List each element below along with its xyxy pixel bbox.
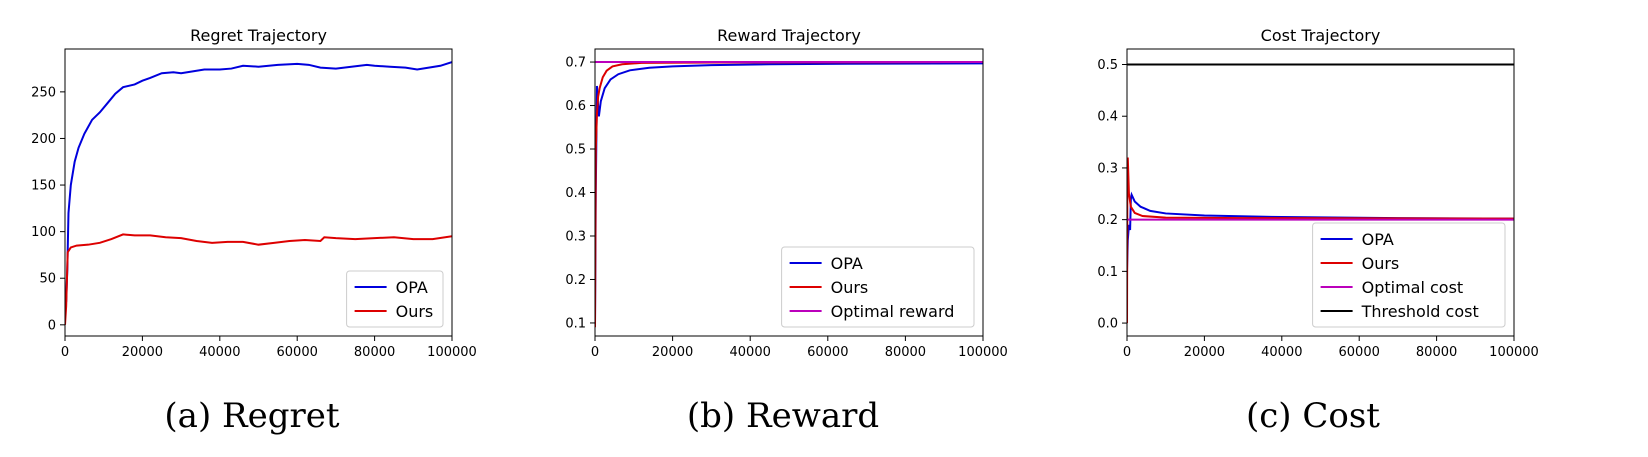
x-tick-label: 80000 <box>354 345 395 360</box>
legend: OPA Ours Optimal cost Threshold cost <box>1312 222 1506 328</box>
x-tick-label: 60000 <box>807 345 848 360</box>
y-tick-label: 0.3 <box>1097 161 1118 176</box>
y-tick-label: 0.1 <box>1097 265 1118 280</box>
y-tick-label: 100 <box>31 225 56 240</box>
x-tick-label: 0 <box>591 345 599 360</box>
legend-box <box>1312 222 1506 328</box>
chart-title: Cost Trajectory <box>1261 26 1381 45</box>
chart-caption: (c) Cost <box>1246 396 1380 436</box>
chart-title: Reward Trajectory <box>717 26 861 45</box>
x-tick-label: 20000 <box>1184 345 1225 360</box>
plot-frame <box>64 48 453 337</box>
x-tick-label: 40000 <box>1261 345 1302 360</box>
series-line-opa <box>65 61 452 307</box>
y-tick-label: 0.6 <box>565 99 586 114</box>
x-tick-label: 100000 <box>958 345 1008 360</box>
x-tick-label: 0 <box>1123 345 1131 360</box>
chart-2: Reward Trajectory 0 20000 40000 60000 80000 10… <box>565 26 1008 436</box>
x-tick-label: 100000 <box>427 345 477 360</box>
chart-title: Regret Trajectory <box>190 26 327 45</box>
legend-box <box>346 270 444 328</box>
x-tick-label: 0 <box>61 345 69 360</box>
legend-label: Optimal reward <box>831 302 955 321</box>
y-tick-label: 200 <box>31 132 56 147</box>
chart-1: Regret Trajectory 0 20000 40000 60000 80000 10… <box>31 26 477 436</box>
x-tick-label: 40000 <box>199 345 240 360</box>
legend-label: OPA <box>831 254 863 273</box>
x-tick-label: 60000 <box>277 345 318 360</box>
legend: OPA Ours Optimal reward <box>781 246 975 328</box>
legend-label: Threshold cost <box>1361 302 1479 321</box>
chart-caption: (a) Regret <box>164 396 339 436</box>
x-tick-label: 20000 <box>652 345 693 360</box>
series-line-ours <box>65 233 452 325</box>
y-tick-label: 0.5 <box>1097 58 1118 73</box>
y-tick-label: 0.0 <box>1097 317 1118 332</box>
x-tick-label: 60000 <box>1339 345 1380 360</box>
legend-label: Ours <box>396 302 434 321</box>
legend-box <box>781 246 975 328</box>
y-tick-label: 0.2 <box>1097 213 1118 228</box>
y-tick-label: 0.3 <box>565 229 586 244</box>
y-tick-label: 0.4 <box>565 186 586 201</box>
legend-label: OPA <box>396 278 428 297</box>
legend-label: OPA <box>1362 230 1394 249</box>
y-tick-label: 0.7 <box>565 56 586 71</box>
legend-label: Ours <box>1362 254 1400 273</box>
plot-frame <box>1126 48 1515 337</box>
y-tick-label: 250 <box>31 85 56 100</box>
y-tick-label: 0 <box>48 318 56 333</box>
x-tick-label: 20000 <box>122 345 163 360</box>
x-tick-label: 40000 <box>730 345 771 360</box>
series-line-opa <box>1127 191 1514 272</box>
x-tick-label: 100000 <box>1489 345 1539 360</box>
x-tick-label: 80000 <box>1416 345 1457 360</box>
chart-3: Cost Trajectory 0 20000 40000 60000 80000 1000… <box>1097 26 1539 436</box>
y-tick-label: 0.2 <box>565 273 586 288</box>
legend-label: Optimal cost <box>1362 278 1464 297</box>
legend-label: Ours <box>831 278 869 297</box>
legend: OPA Ours <box>346 270 444 328</box>
y-tick-label: 0.5 <box>565 143 586 158</box>
series-line-ours <box>1127 157 1514 324</box>
x-tick-label: 80000 <box>885 345 926 360</box>
y-tick-label: 150 <box>31 179 56 194</box>
chart-caption: (b) Reward <box>687 396 879 436</box>
y-tick-label: 50 <box>39 272 56 287</box>
y-tick-label: 0.1 <box>565 316 586 331</box>
y-tick-label: 0.4 <box>1097 110 1118 125</box>
